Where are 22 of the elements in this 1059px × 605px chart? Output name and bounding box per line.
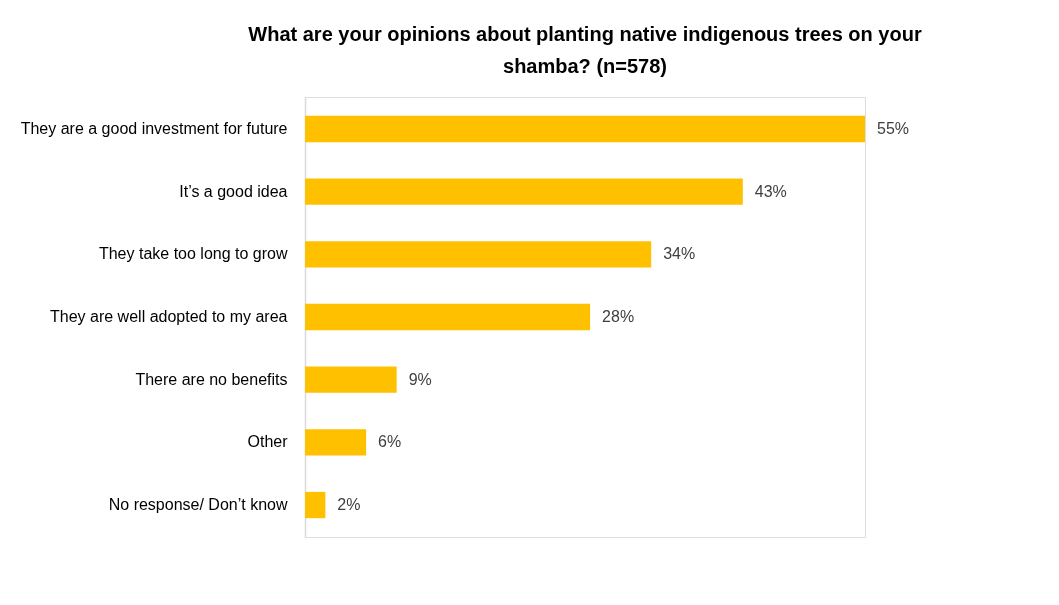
bar	[305, 178, 743, 205]
y-tick-label: No response/ Don’t know	[108, 496, 288, 514]
bar	[305, 115, 865, 143]
data-label: 9%	[408, 370, 432, 388]
bar	[305, 241, 652, 268]
y-tick-label: Other	[247, 433, 289, 451]
y-tick-label: They are well adopted to my area	[50, 308, 288, 325]
y-tick-label: It’s a good idea	[179, 182, 288, 200]
y-tick-label: They are a good investment for future	[20, 119, 288, 137]
chart-title: What are your opinions about planting native indigenous trees on your shamba? (n=578)	[248, 23, 922, 77]
bar	[305, 303, 591, 331]
data-label: 43%	[754, 182, 787, 200]
bar	[305, 491, 326, 519]
data-label: 2%	[337, 496, 361, 514]
data-label: 28%	[602, 308, 635, 325]
data-label: 55%	[877, 119, 910, 137]
data-label: 34%	[663, 245, 696, 263]
bar	[305, 429, 367, 456]
bar	[305, 366, 397, 393]
data-label: 6%	[378, 433, 402, 451]
y-tick-label: They take too long to grow	[98, 245, 288, 263]
y-tick-label: There are no benefits	[135, 370, 288, 388]
